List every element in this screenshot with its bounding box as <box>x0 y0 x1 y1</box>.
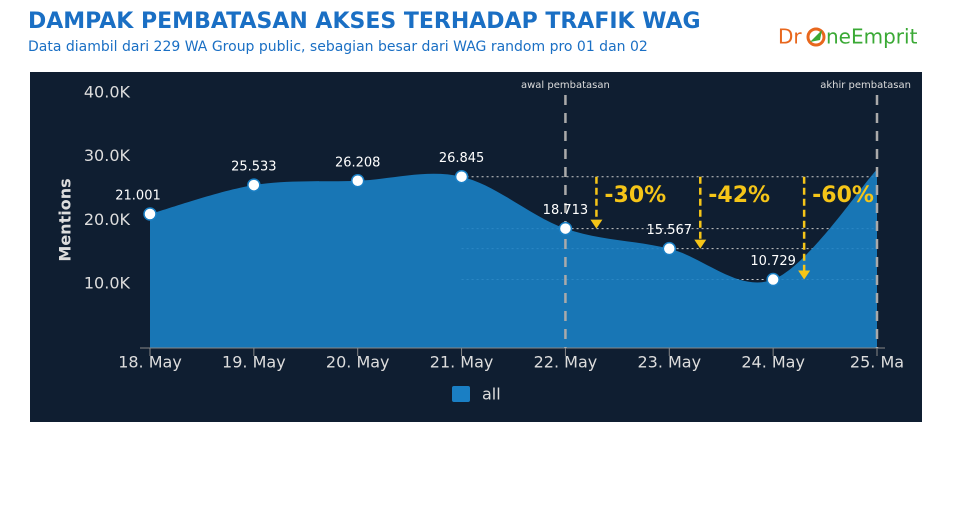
logo-text: neEmprit <box>826 25 918 49</box>
y-tick-label: 10.0K <box>84 274 131 293</box>
data-label: 25.533 <box>231 160 277 175</box>
point-marker <box>143 207 157 221</box>
subtitle: Data diambil dari 229 WA Group public, s… <box>28 39 648 55</box>
x-tick-label: 18. May <box>118 353 182 372</box>
y-tick-label: 20.0K <box>84 210 131 229</box>
annotation-label: akhir pembatasan <box>820 80 911 91</box>
point-marker <box>454 169 469 184</box>
change-label: -42% <box>708 183 770 208</box>
logo: Dr neEmprit <box>778 25 918 49</box>
x-tick-label: 23. May <box>637 353 701 372</box>
arrow-head <box>798 270 811 280</box>
data-label: 21.001 <box>115 188 161 203</box>
x-tick-label: 20. May <box>326 353 390 372</box>
change-label: -30% <box>604 183 666 208</box>
data-label: 26.208 <box>335 155 381 170</box>
data-label: 26.845 <box>439 151 485 166</box>
x-tick-label: 24. May <box>741 353 805 372</box>
point-marker <box>766 272 780 287</box>
logo-icon <box>806 27 826 47</box>
point-marker <box>558 221 573 236</box>
change-label: -60% <box>812 183 874 208</box>
y-tick-label: 40.0K <box>84 82 131 101</box>
legend-swatch <box>452 386 470 402</box>
title: DAMPAK PEMBATASAN AKSES TERHADAP TRAFIK … <box>28 9 701 34</box>
data-label: 10.729 <box>750 254 796 269</box>
logo-text: Dr <box>778 25 802 49</box>
data-label: 15.567 <box>647 223 693 238</box>
y-axis-label: Mentions <box>56 178 75 261</box>
x-tick-label: 21. May <box>430 353 494 372</box>
point-marker <box>350 174 365 188</box>
y-tick-label: 30.0K <box>84 146 131 165</box>
annotation-label: awal pembatasan <box>521 80 610 91</box>
point-marker <box>247 178 261 192</box>
data-label: 18.713 <box>543 203 589 218</box>
area <box>150 169 877 348</box>
arrow-head <box>694 239 707 249</box>
x-tick-label: 25. Ma <box>850 353 904 372</box>
x-tick-label: 19. May <box>222 353 286 372</box>
x-tick-label: 22. May <box>534 353 598 372</box>
legend-label: all <box>482 385 501 404</box>
arrow-head <box>590 219 603 229</box>
logo-icon <box>810 30 822 42</box>
point-marker <box>662 241 677 256</box>
